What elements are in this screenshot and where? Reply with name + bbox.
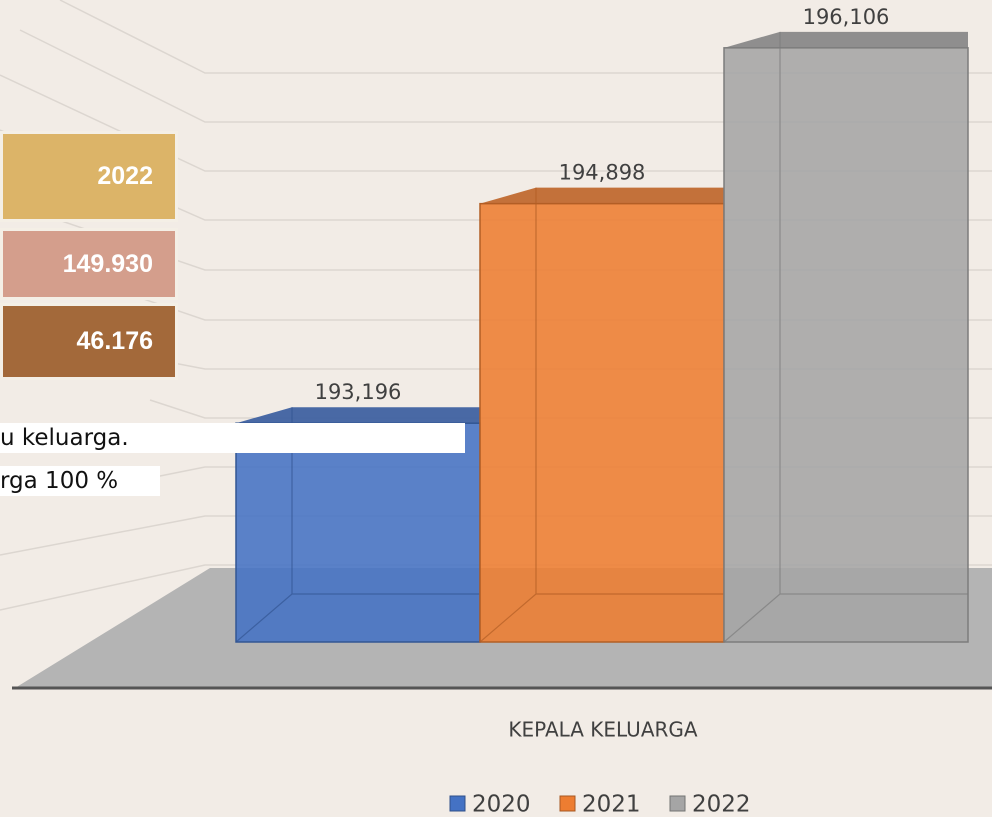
data-label: 196,106 [803, 5, 890, 29]
table-cell: 149.930 [0, 228, 178, 300]
legend-swatch [669, 795, 686, 812]
legend-swatch [559, 795, 576, 812]
x-tick-label: KEPALA KELUARGA [508, 718, 697, 742]
bar [723, 47, 969, 643]
table-cell: 46.176 [0, 303, 178, 380]
text-line: u keluarga. [0, 423, 465, 453]
data-label: 193,196 [315, 380, 402, 404]
legend-label: 2022 [692, 792, 751, 817]
bar-inner-edge [479, 187, 724, 643]
bar-inner-edge [723, 31, 968, 643]
bar [479, 202, 725, 643]
bar-inner-edge [235, 407, 480, 643]
legend-label: 2020 [472, 792, 531, 817]
table-cell: 2022 [0, 131, 178, 222]
legend-swatch [449, 795, 466, 812]
data-label: 194,898 [559, 161, 646, 185]
background-lines [0, 0, 992, 611]
bar [235, 422, 481, 643]
bar-top [724, 31, 968, 48]
text-line: rga 100 % [0, 466, 160, 496]
bar-top [236, 407, 480, 424]
bar-top [480, 187, 724, 204]
legend-label: 2021 [582, 792, 641, 817]
